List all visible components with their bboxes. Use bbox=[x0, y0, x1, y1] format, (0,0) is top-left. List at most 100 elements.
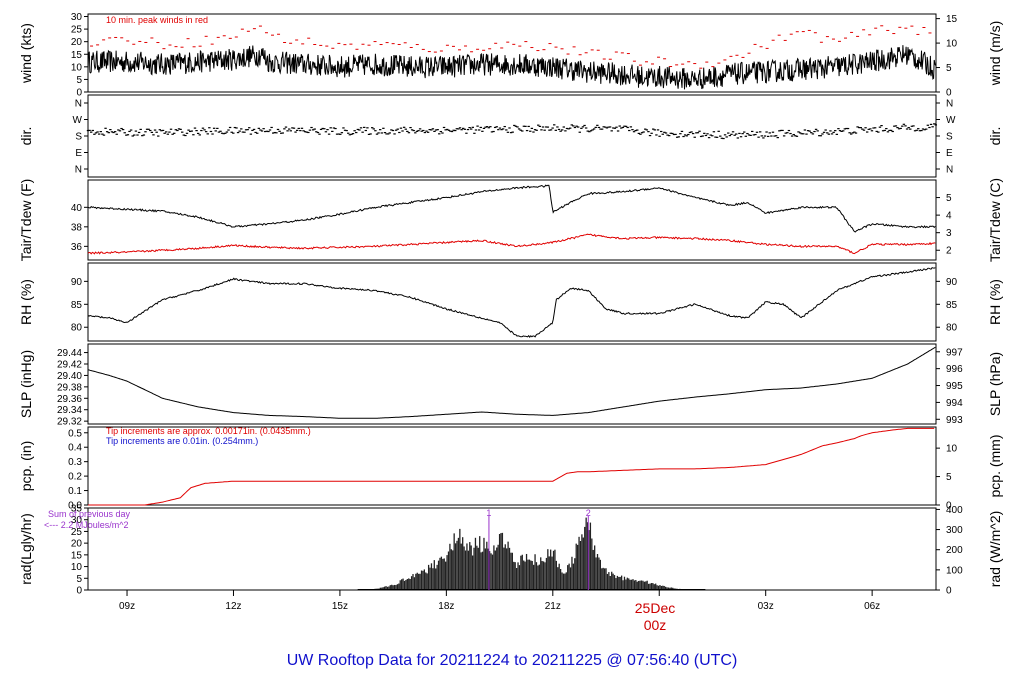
series-line-wind bbox=[87, 45, 936, 90]
panel-rh: RH (%) RH (%) 80 85 90 80 85 90 bbox=[18, 262, 1003, 342]
y-axis-label-right: wind (m/s) bbox=[987, 21, 1003, 87]
panel-slp: SLP (inHg) SLP (hPa)29.3229.3429.3629.382… bbox=[18, 343, 1003, 428]
radiation-sum-note: Sum of previous day bbox=[48, 509, 131, 519]
y-tick-label-right: 5 bbox=[946, 193, 952, 204]
y-axis-label-right: SLP (hPa) bbox=[987, 352, 1003, 416]
radiation-sum-value: <--- 2.2 MJoules/m^2 bbox=[44, 520, 129, 530]
y-tick-label: 0.5 bbox=[68, 428, 82, 439]
y-tick-label: 10 bbox=[71, 62, 83, 73]
y-tick-label-right: 100 bbox=[946, 565, 963, 576]
y-tick-label: 0 bbox=[76, 586, 82, 597]
y-tick-label: 29.34 bbox=[57, 405, 82, 416]
y-tick-label-right: 0 bbox=[946, 88, 952, 99]
panel-frame bbox=[87, 13, 937, 93]
y-tick-label: S bbox=[75, 132, 82, 143]
panel-pcp: pcp. (in) pcp. (mm) 0.0 0.1 0.2 0.3 0.4 0.5 0 5 10… bbox=[18, 426, 1003, 512]
series-line-rh bbox=[87, 267, 936, 339]
y-tick-label: 85 bbox=[71, 300, 83, 311]
y-axis-label-left: SLP (inHg) bbox=[18, 350, 34, 418]
y-tick-label-right: W bbox=[946, 115, 956, 126]
y-tick-label: 0.4 bbox=[68, 443, 82, 454]
series-line-tair bbox=[87, 184, 936, 233]
y-tick-label-right: 10 bbox=[946, 444, 958, 455]
x-tick-label: 15z bbox=[332, 601, 348, 612]
series-line-slp bbox=[87, 346, 936, 419]
series-line-tdew bbox=[87, 233, 936, 255]
panel-rad: rad(Lgly/hr) rad (W/m^2)05101520253035010… bbox=[18, 504, 1003, 597]
y-tick-label: 0.3 bbox=[68, 457, 82, 468]
date-hour-label: 00z bbox=[644, 617, 667, 633]
y-tick-label-right: 997 bbox=[946, 347, 963, 358]
y-tick-label-right: 2 bbox=[946, 246, 952, 257]
y-tick-label: E bbox=[75, 148, 82, 159]
y-tick-label: 38 bbox=[71, 222, 83, 233]
y-tick-label: 0.0 bbox=[68, 501, 82, 512]
y-tick-label-right: 80 bbox=[946, 323, 958, 334]
panel-frame bbox=[87, 179, 937, 261]
y-tick-label-right: 994 bbox=[946, 398, 963, 409]
y-tick-label-right: N bbox=[946, 165, 953, 176]
x-tick-label: 09z bbox=[119, 601, 135, 612]
y-tick-label-right: 400 bbox=[946, 505, 963, 516]
y-tick-label-right: 3 bbox=[946, 228, 952, 239]
y-tick-label: 30 bbox=[71, 515, 83, 526]
radiation-marker-label: 1 bbox=[486, 508, 491, 518]
y-tick-label: 29.40 bbox=[57, 371, 82, 382]
y-tick-label: 5 bbox=[76, 75, 82, 86]
panel-frame bbox=[87, 262, 937, 342]
panel-wind: wind (kts) wind (m/s)05101520253005101510… bbox=[18, 12, 1003, 98]
radiation-marker-label: 2 bbox=[586, 508, 591, 518]
y-tick-label-right: 200 bbox=[946, 545, 963, 556]
y-axis-label-right: RH (%) bbox=[987, 279, 1003, 325]
date-label: 25Dec bbox=[635, 600, 675, 616]
y-tick-label: 0.2 bbox=[68, 472, 82, 483]
x-tick-label: 12z bbox=[225, 601, 241, 612]
y-tick-label-right: 90 bbox=[946, 277, 958, 288]
panel-frame bbox=[87, 343, 937, 425]
y-axis-label-right: Tair/Tdew (C) bbox=[987, 178, 1003, 262]
y-tick-label: 0.1 bbox=[68, 486, 82, 497]
y-axis-label-left: rad(Lgly/hr) bbox=[18, 513, 34, 585]
y-tick-label-right: 10 bbox=[946, 39, 958, 50]
y-tick-label-right: 4 bbox=[946, 211, 952, 222]
y-tick-label-right: 5 bbox=[946, 472, 952, 483]
y-tick-label: 40 bbox=[71, 203, 83, 214]
panel-frame bbox=[87, 94, 937, 178]
y-tick-label-right: 5 bbox=[946, 63, 952, 74]
y-tick-label: 36 bbox=[71, 242, 83, 253]
x-tick-label: 21z bbox=[545, 601, 561, 612]
y-tick-label-right: E bbox=[946, 148, 953, 159]
y-axis-label-left: wind (kts) bbox=[18, 23, 34, 84]
page-title: UW Rooftop Data for 20211224 to 20211225… bbox=[287, 652, 738, 669]
y-tick-label: 20 bbox=[71, 539, 83, 550]
time-axis: 09z 12z 15z 18z 21z 03z 06z bbox=[119, 590, 880, 612]
y-tick-label-right: 993 bbox=[946, 415, 963, 426]
x-tick-label: 06z bbox=[864, 601, 880, 612]
y-tick-label: 29.32 bbox=[57, 417, 82, 428]
y-tick-label: W bbox=[73, 115, 83, 126]
y-axis-label-left: RH (%) bbox=[18, 279, 34, 325]
y-tick-label: N bbox=[75, 99, 82, 110]
y-tick-label: N bbox=[75, 165, 82, 176]
y-axis-label-right: dir. bbox=[987, 127, 1003, 146]
y-tick-label-right: 15 bbox=[946, 14, 958, 25]
series-line-pcp bbox=[88, 427, 935, 506]
peak-wind-note: 10 min. peak winds in red bbox=[106, 15, 208, 25]
y-tick-label-right: 996 bbox=[946, 364, 963, 375]
y-tick-label: 29.36 bbox=[57, 394, 82, 405]
y-tick-label-right: 995 bbox=[946, 381, 963, 392]
tip-increment-note: Tip increments are approx. 0.00171in. (0… bbox=[106, 426, 311, 436]
y-tick-label: 10 bbox=[71, 562, 83, 573]
y-tick-label: 29.42 bbox=[57, 360, 82, 371]
y-tick-label: 20 bbox=[71, 37, 83, 48]
y-tick-label: 29.38 bbox=[57, 382, 82, 393]
y-tick-label: 25 bbox=[71, 527, 83, 538]
panel-frame bbox=[87, 426, 937, 506]
y-tick-label: 0 bbox=[76, 88, 82, 99]
y-tick-label: 90 bbox=[71, 277, 83, 288]
y-axis-label-left: Tair/Tdew (F) bbox=[18, 179, 34, 261]
y-axis-label-right: rad (W/m^2) bbox=[987, 511, 1003, 588]
y-tick-label: 15 bbox=[71, 50, 83, 61]
